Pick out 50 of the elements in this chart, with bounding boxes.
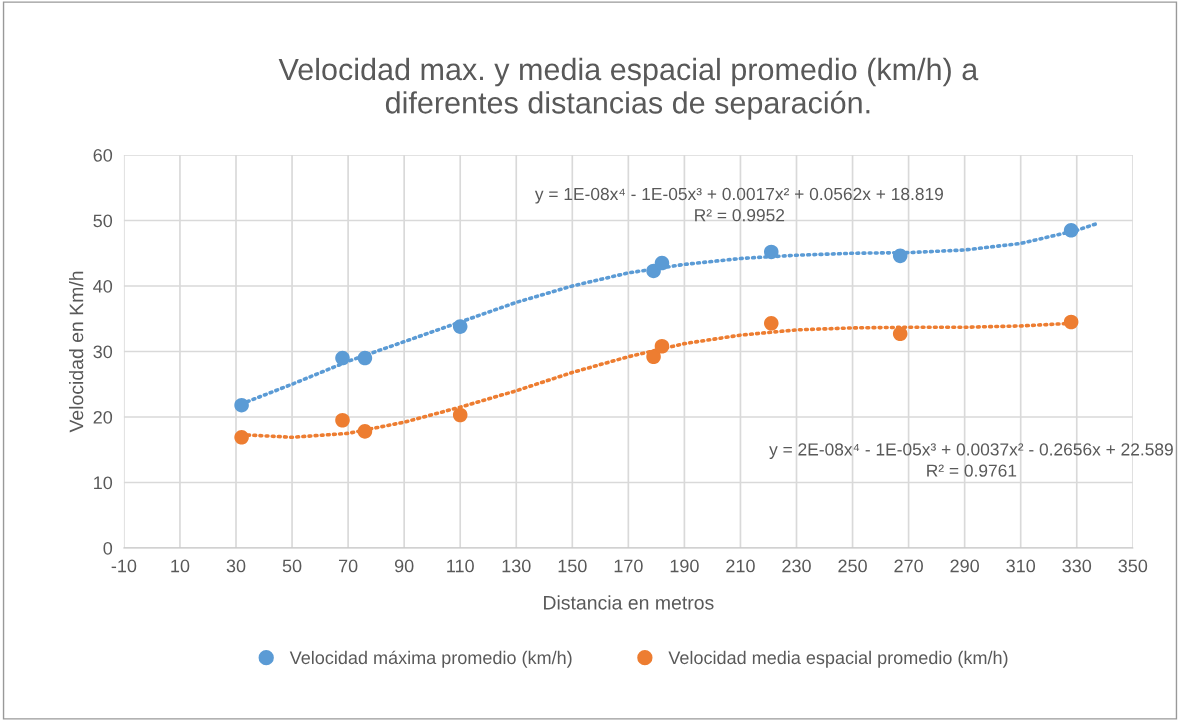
- x-tick-label: 350: [1118, 559, 1148, 573]
- x-tick-label: 90: [394, 559, 414, 573]
- x-tick-label: 210: [726, 559, 755, 573]
- legend-label: Velocidad máxima promedio (km/h): [289, 650, 572, 668]
- y-tick-label: 30: [93, 345, 113, 359]
- annotation: y = 1E-08x⁴ - 1E-05x³ + 0.0017x² + 0.0562x + 18.819 R² = 0.9952: [534, 187, 943, 222]
- point: [763, 316, 779, 331]
- y-tick-label: 50: [93, 214, 113, 228]
- annotation: y = 2E-08x⁴ - 1E-05x³ + 0.0037x² - 0.2656x + 22.589 R² = 0.9761: [769, 443, 1173, 477]
- x-tick-label: 310: [1006, 559, 1036, 573]
- point: [234, 397, 249, 413]
- y-tick-label: 0: [103, 541, 113, 555]
- x-tick-label: 230: [782, 559, 811, 573]
- point: [452, 319, 468, 334]
- point: [357, 350, 373, 366]
- x-tick-label: 250: [838, 559, 867, 573]
- x-tick-label: 330: [1062, 559, 1092, 573]
- point: [654, 255, 670, 271]
- x-tick-label: 290: [950, 559, 980, 573]
- y-tick-label: 10: [94, 476, 113, 490]
- point: [1063, 314, 1079, 330]
- x-tick-label: 270: [894, 559, 923, 573]
- x-tick-label: 30: [226, 559, 246, 573]
- chart-title: Velocidad max. y media espacial promedio (km/h) a diferentes distancias de separación.: [278, 57, 979, 120]
- y-axis-title: Velocidad en Km/h: [69, 271, 84, 433]
- point: [234, 430, 249, 445]
- x-tick-label: 110: [447, 559, 474, 573]
- point: [892, 248, 908, 264]
- x-tick-label: 150: [558, 559, 587, 573]
- point: [1063, 223, 1079, 238]
- y-tick-label: 60: [93, 148, 113, 162]
- y-tick-label: 40: [93, 279, 113, 293]
- point: [357, 424, 373, 439]
- x-tick-label: 170: [614, 559, 643, 573]
- y-tick-label: 20: [93, 410, 113, 424]
- x-tick-label: 130: [502, 559, 531, 573]
- point: [335, 350, 350, 366]
- x-tick-label: 70: [338, 559, 358, 573]
- point: [646, 349, 661, 365]
- point: [335, 412, 350, 428]
- x-tick-label: 50: [282, 559, 302, 573]
- point: [452, 407, 468, 423]
- legend-label: Velocidad media espacial promedio (km/h): [668, 650, 1008, 668]
- point: [763, 244, 779, 260]
- x-tick-label: -10: [111, 559, 137, 573]
- x-tick-label: 190: [670, 559, 699, 573]
- point: [892, 326, 908, 342]
- x-axis-title: Distancia en metros: [544, 595, 714, 610]
- x-tick-label: 10: [171, 559, 190, 573]
- point: [654, 338, 670, 354]
